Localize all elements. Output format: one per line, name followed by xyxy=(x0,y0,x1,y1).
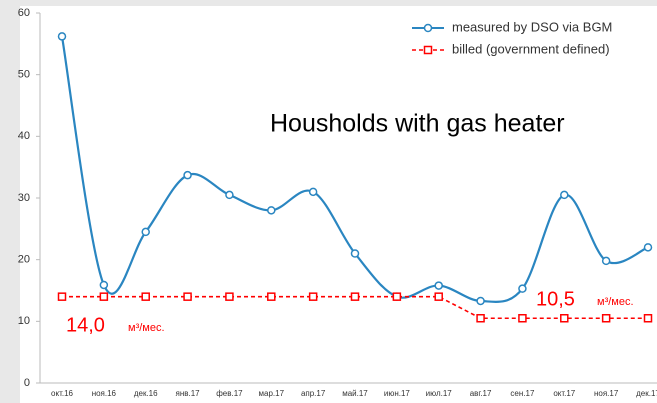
marker xyxy=(99,292,109,301)
x-tick-label: окт.16 xyxy=(51,389,73,398)
marker xyxy=(434,281,443,290)
marker xyxy=(308,187,318,197)
legend-label: measured by DSO via BGM xyxy=(452,19,612,34)
marker xyxy=(225,190,234,200)
marker xyxy=(560,190,569,200)
y-tick-label: 50 xyxy=(18,69,30,81)
legend-label: billed (government defined) xyxy=(452,41,610,56)
marker xyxy=(560,314,569,323)
marker xyxy=(183,292,192,301)
marker xyxy=(183,170,192,180)
x-tick-label: май.17 xyxy=(342,389,368,398)
annotation-value: 14,0 xyxy=(66,314,105,336)
line xyxy=(62,295,648,320)
annotation-title: Housholds with gas heater xyxy=(270,110,565,138)
x-tick-label: июл.17 xyxy=(426,389,453,398)
marker xyxy=(308,292,318,301)
x-tick-label: авг.17 xyxy=(470,389,492,398)
y-tick-label: 10 xyxy=(18,315,30,327)
annotation-unit: м³/мес. xyxy=(128,322,165,334)
marker xyxy=(225,292,234,301)
marker xyxy=(601,314,611,323)
marker xyxy=(57,32,67,41)
marker xyxy=(434,292,443,301)
legend-marker xyxy=(423,23,433,33)
marker xyxy=(601,256,611,266)
annotation-unit: м³/мес. xyxy=(597,296,634,308)
marker xyxy=(392,292,402,301)
y-tick-label: 0 xyxy=(24,377,30,389)
marker xyxy=(350,292,360,301)
line xyxy=(60,36,649,304)
marker xyxy=(99,280,109,290)
y-tick-label: 30 xyxy=(18,192,30,204)
x-tick-label: сен.17 xyxy=(510,389,535,398)
marker xyxy=(643,314,653,323)
x-tick-label: апр.17 xyxy=(301,389,326,398)
marker xyxy=(141,227,150,237)
marker xyxy=(57,292,67,301)
x-tick-label: дек.17 xyxy=(636,389,657,398)
x-tick-label: фев.17 xyxy=(216,389,243,398)
x-tick-label: ноя.17 xyxy=(594,389,619,398)
marker xyxy=(518,284,527,293)
x-tick-label: июн.17 xyxy=(384,389,411,398)
legend-marker xyxy=(423,45,433,55)
marker xyxy=(350,249,360,258)
marker xyxy=(476,314,485,323)
x-tick-label: янв.17 xyxy=(176,389,201,398)
annotation-value: 10,5 xyxy=(536,288,575,310)
x-tick-label: мар.17 xyxy=(259,389,285,398)
y-tick-label: 20 xyxy=(18,254,30,266)
y-tick-label: 60 xyxy=(18,7,30,19)
marker xyxy=(643,243,653,252)
x-tick-label: ноя.16 xyxy=(92,389,117,398)
marker xyxy=(267,292,276,301)
y-tick-label: 40 xyxy=(18,130,30,142)
plot-background xyxy=(20,6,657,403)
x-tick-label: окт.17 xyxy=(553,389,575,398)
marker xyxy=(518,314,527,323)
marker xyxy=(267,206,276,215)
marker xyxy=(476,296,485,306)
x-tick-label: дек.16 xyxy=(134,389,158,398)
marker xyxy=(141,292,150,301)
